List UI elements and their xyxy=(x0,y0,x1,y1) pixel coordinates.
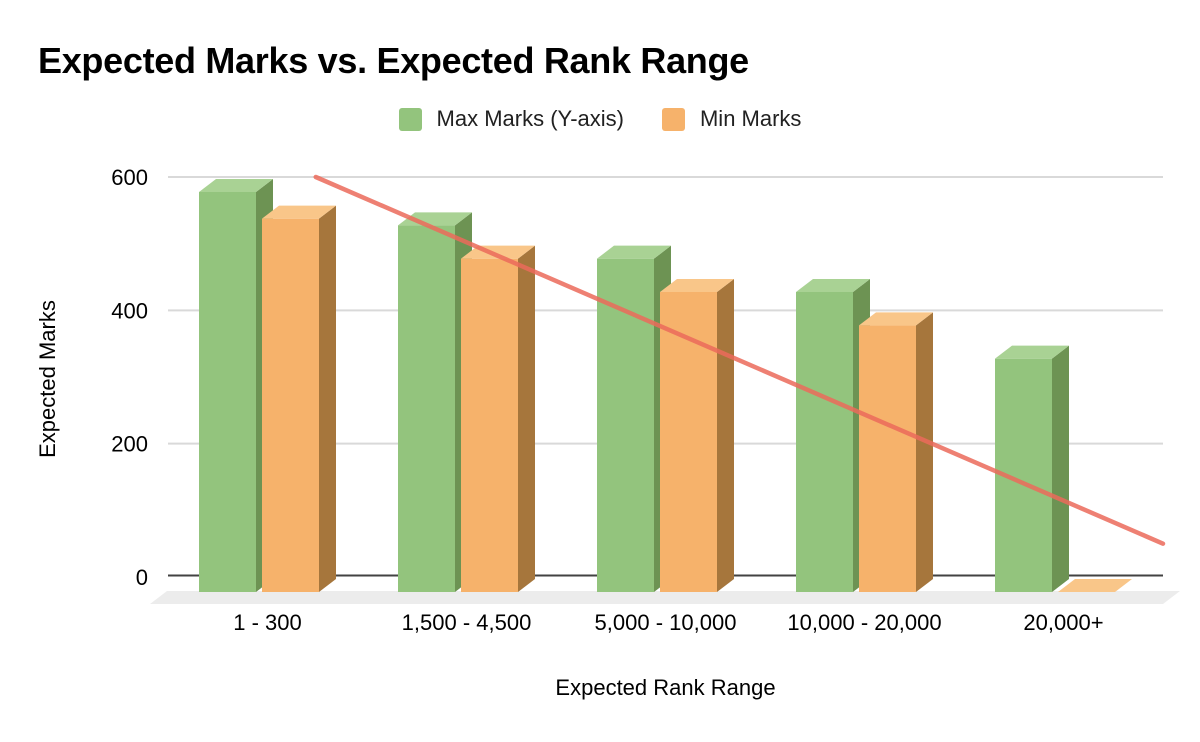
legend-item-max-marks[interactable]: Max Marks (Y-axis) xyxy=(398,106,624,132)
x-category-label: 10,000 - 20,000 xyxy=(787,610,941,635)
legend: Max Marks (Y-axis) Min Marks xyxy=(0,106,1200,132)
legend-swatch-max-marks-icon xyxy=(398,107,422,131)
trendline[interactable] xyxy=(313,174,1166,546)
bar-side-face[interactable] xyxy=(518,245,535,592)
legend-item-min-marks[interactable]: Min Marks xyxy=(661,106,802,132)
y-tick-label: 200 xyxy=(111,432,148,457)
bar-side-face[interactable] xyxy=(319,205,336,592)
bar-top-face[interactable] xyxy=(796,279,870,292)
chart-floor-3d xyxy=(150,591,1180,604)
bar-front-max-1[interactable] xyxy=(398,225,455,593)
bar-front-max-3[interactable] xyxy=(796,292,853,592)
bar-front-min-1[interactable] xyxy=(461,258,518,592)
bar-front-min-0[interactable] xyxy=(262,218,319,592)
bar-top-face[interactable] xyxy=(262,205,336,219)
bar-top-face[interactable] xyxy=(199,179,273,192)
bar-front-max-2[interactable] xyxy=(597,258,654,592)
x-category-label: 20,000+ xyxy=(1023,610,1103,635)
bar-side-face[interactable] xyxy=(916,312,933,592)
x-category-label: 1 - 300 xyxy=(233,610,302,635)
bar-top-face[interactable] xyxy=(859,312,933,326)
bar-front-max-0[interactable] xyxy=(199,192,256,592)
bar-top-face[interactable] xyxy=(597,245,671,259)
x-axis-title: Expected Rank Range xyxy=(555,675,776,700)
x-category-label: 5,000 - 10,000 xyxy=(595,610,737,635)
bar-side-face[interactable] xyxy=(717,279,734,592)
chart-title: Expected Marks vs. Expected Rank Range xyxy=(38,40,749,81)
bar-front-min-2[interactable] xyxy=(660,292,717,592)
bar-top-face[interactable] xyxy=(995,345,1069,359)
bar-top-face[interactable] xyxy=(660,279,734,292)
bar-front-min-3[interactable] xyxy=(859,325,916,592)
legend-label: Min Marks xyxy=(699,106,802,131)
bar-side-face[interactable] xyxy=(1052,345,1069,592)
y-tick-label: 400 xyxy=(111,298,148,323)
x-category-label: 1,500 - 4,500 xyxy=(402,610,532,635)
y-tick-label: 600 xyxy=(111,165,148,190)
legend-label: Max Marks (Y-axis) xyxy=(436,106,624,131)
legend-swatch-min-marks-icon xyxy=(661,107,685,131)
bar-zero-4[interactable] xyxy=(1058,579,1132,592)
y-tick-label: 0 xyxy=(136,565,148,590)
